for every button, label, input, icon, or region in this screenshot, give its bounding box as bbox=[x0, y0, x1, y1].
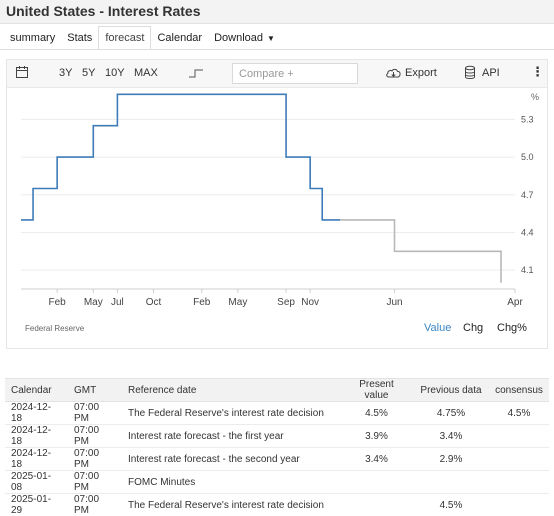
cell-present bbox=[340, 493, 413, 516]
x-tick-label: Sep bbox=[277, 297, 295, 308]
export-button[interactable]: Export bbox=[405, 67, 437, 79]
cell-reference: Interest rate forecast - the second year bbox=[122, 447, 340, 471]
x-tick-label: May bbox=[228, 297, 247, 308]
table-header-row: Calendar GMT Reference date Present valu… bbox=[5, 378, 549, 402]
table-row[interactable]: 2024-12-18 07:00 PM Interest rate foreca… bbox=[5, 447, 549, 471]
table-row[interactable]: 2024-12-18 07:00 PM Interest rate foreca… bbox=[5, 424, 549, 448]
cell-time: 07:00 PM bbox=[68, 401, 122, 425]
y-tick-label: 5.3 bbox=[521, 114, 534, 124]
y-tick-label: 4.7 bbox=[521, 190, 534, 200]
cell-date: 2024-12-18 bbox=[5, 424, 68, 448]
column-header: Reference date bbox=[122, 378, 340, 402]
api-button[interactable]: API bbox=[482, 67, 500, 79]
caret-down-icon: ▼ bbox=[267, 34, 275, 43]
cell-previous: 4.5% bbox=[413, 493, 489, 516]
compare-input[interactable] bbox=[232, 63, 358, 84]
cell-previous: 2.9% bbox=[413, 447, 489, 471]
tab-download[interactable]: Download ▼ bbox=[208, 26, 281, 50]
range-max-button[interactable]: MAX bbox=[134, 67, 158, 79]
tab-label: Stats bbox=[67, 32, 93, 44]
cell-consensus bbox=[489, 493, 549, 516]
tab-calendar[interactable]: Calendar bbox=[151, 26, 208, 50]
y-tick-label: 5.0 bbox=[521, 152, 534, 162]
cell-consensus: 4.5% bbox=[489, 401, 549, 425]
cell-present: 4.5% bbox=[340, 401, 413, 425]
cloud-download-icon[interactable] bbox=[385, 66, 402, 83]
column-header: Calendar bbox=[5, 378, 68, 402]
step-chart-icon[interactable] bbox=[188, 66, 204, 83]
table-row[interactable]: 2025-01-29 07:00 PM The Federal Reserve'… bbox=[5, 493, 549, 516]
mode-chg-pct-button[interactable]: Chg% bbox=[497, 322, 527, 334]
tab-label: Calendar bbox=[157, 32, 203, 44]
database-icon[interactable] bbox=[464, 65, 476, 83]
tab-label: forecast bbox=[105, 32, 145, 44]
cell-time: 07:00 PM bbox=[68, 493, 122, 516]
mode-chg-button[interactable]: Chg bbox=[463, 322, 484, 334]
cell-time: 07:00 PM bbox=[68, 424, 122, 448]
chart-source: Federal Reserve bbox=[25, 324, 85, 333]
cell-reference: The Federal Reserve's interest rate deci… bbox=[122, 493, 340, 516]
chart-panel: 3Y 5Y 10Y MAX Export API ⋮ % 5.3 5.0 4.7 4.4… bbox=[6, 59, 548, 349]
cell-date: 2025-01-08 bbox=[5, 470, 68, 494]
y-tick-label: 4.1 bbox=[521, 265, 534, 275]
x-tick-label: Nov bbox=[301, 297, 319, 308]
cell-reference: FOMC Minutes bbox=[122, 470, 340, 494]
x-tick-label: May bbox=[84, 297, 103, 308]
cell-present: 3.9% bbox=[340, 424, 413, 448]
cell-time: 07:00 PM bbox=[68, 447, 122, 471]
cell-consensus bbox=[489, 424, 549, 448]
column-header: GMT bbox=[68, 378, 122, 402]
cell-present: 3.4% bbox=[340, 447, 413, 471]
calendar-table-wrap: Calendar GMT Reference date Present valu… bbox=[5, 378, 549, 516]
tab-forecast[interactable]: forecast bbox=[98, 26, 152, 50]
y-tick-label: 4.4 bbox=[521, 227, 534, 237]
cell-reference: The Federal Reserve's interest rate deci… bbox=[122, 401, 340, 425]
actual-rate-line bbox=[21, 93, 341, 221]
title-bar: United States - Interest Rates bbox=[0, 0, 554, 24]
cell-previous bbox=[413, 470, 489, 494]
forecast-rate-line bbox=[340, 219, 502, 283]
column-header: Previous data bbox=[413, 378, 489, 402]
calendar-table: Calendar GMT Reference date Present valu… bbox=[5, 378, 549, 516]
page-title: United States - Interest Rates bbox=[6, 3, 201, 19]
tab-bar: summary Stats forecast Calendar Download… bbox=[4, 26, 281, 50]
cell-present bbox=[340, 470, 413, 494]
more-options-icon[interactable]: ⋮ bbox=[531, 64, 544, 79]
interest-rate-chart: % 5.3 5.0 4.7 4.4 4.1 Feb May Jul Oct Feb May Sep Nov… bbox=[21, 92, 539, 308]
cell-date: 2024-12-18 bbox=[5, 401, 68, 425]
unit-label: % bbox=[531, 92, 539, 102]
mode-value-button[interactable]: Value bbox=[424, 322, 452, 334]
cell-reference: Interest rate forecast - the first year bbox=[122, 424, 340, 448]
cell-date: 2024-12-18 bbox=[5, 447, 68, 471]
tabs-divider bbox=[0, 49, 554, 50]
calendar-icon[interactable] bbox=[15, 65, 29, 82]
tab-label: summary bbox=[10, 32, 56, 44]
cell-consensus bbox=[489, 447, 549, 471]
x-tick-label: Apr bbox=[507, 297, 523, 308]
range-5y-button[interactable]: 5Y bbox=[82, 67, 96, 79]
range-10y-button[interactable]: 10Y bbox=[105, 67, 125, 79]
x-tick-label: Jul bbox=[111, 297, 124, 308]
cell-date: 2025-01-29 bbox=[5, 493, 68, 516]
x-tick-label: Jun bbox=[386, 297, 402, 308]
x-tick-label: Feb bbox=[193, 297, 211, 308]
range-3y-button[interactable]: 3Y bbox=[59, 67, 73, 79]
x-tick-label: Oct bbox=[146, 297, 162, 308]
tab-label: Download bbox=[214, 32, 264, 44]
cell-time: 07:00 PM bbox=[68, 470, 122, 494]
table-row[interactable]: 2025-01-08 07:00 PM FOMC Minutes bbox=[5, 470, 549, 494]
cell-previous: 4.75% bbox=[413, 401, 489, 425]
chart-toolbar: 3Y 5Y 10Y MAX Export API ⋮ bbox=[7, 60, 547, 88]
tab-stats[interactable]: Stats bbox=[61, 26, 98, 50]
table-row[interactable]: 2024-12-18 07:00 PM The Federal Reserve'… bbox=[5, 401, 549, 425]
cell-consensus bbox=[489, 470, 549, 494]
x-tick-label: Feb bbox=[49, 297, 67, 308]
column-header: Present value bbox=[340, 378, 413, 402]
cell-previous: 3.4% bbox=[413, 424, 489, 448]
column-header: consensus bbox=[489, 378, 549, 402]
tab-summary[interactable]: summary bbox=[4, 26, 61, 50]
